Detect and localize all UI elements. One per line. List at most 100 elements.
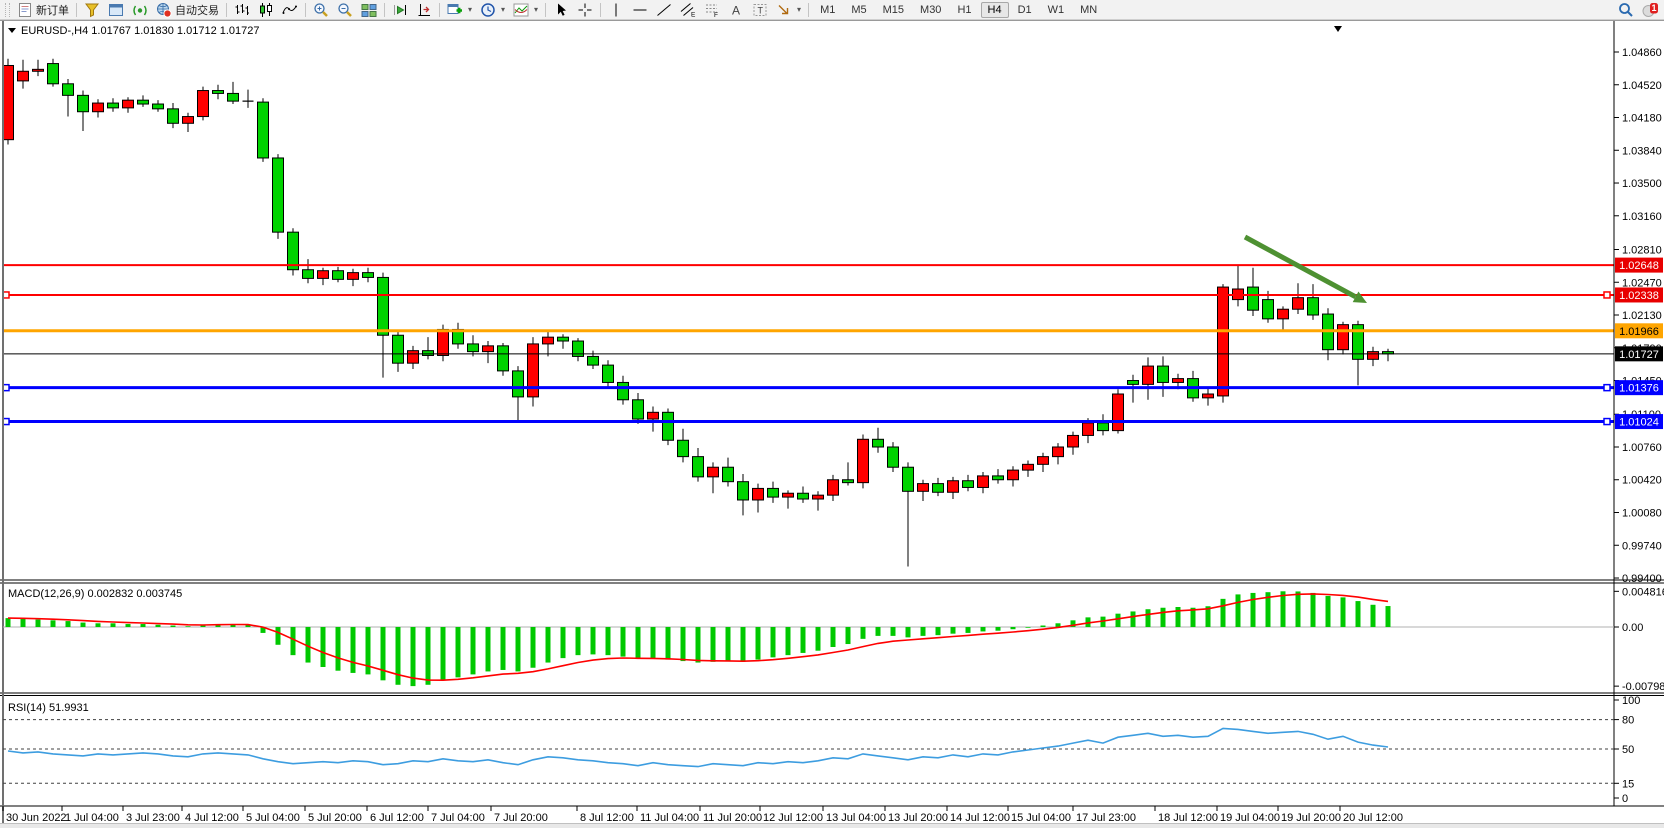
svg-text:1.03840: 1.03840 [1622, 145, 1662, 157]
svg-text:3 Jul 23:00: 3 Jul 23:00 [126, 812, 180, 824]
new-chart-button[interactable]: ▾ [443, 1, 476, 19]
chart-shift-button[interactable] [412, 1, 436, 19]
svg-text:30 Jun 2022: 30 Jun 2022 [6, 812, 67, 824]
window-collapse-icon[interactable] [1334, 26, 1342, 32]
svg-text:1.03160: 1.03160 [1622, 211, 1662, 223]
new-order-button[interactable]: 新订单 [13, 1, 73, 19]
chevron-down-icon: ▾ [534, 5, 539, 14]
svg-text:0.00: 0.00 [1622, 622, 1643, 634]
text-button[interactable]: A [724, 1, 748, 19]
timeframe-button-m5[interactable]: M5 [844, 2, 873, 18]
svg-text:19 Jul 20:00: 19 Jul 20:00 [1281, 812, 1341, 824]
autotrading-button[interactable]: 自动交易 [152, 1, 223, 19]
chevron-down-icon: ▾ [797, 5, 802, 14]
svg-text:0.99740: 0.99740 [1622, 540, 1662, 552]
text-label-button[interactable]: T [748, 1, 772, 19]
svg-text:12 Jul 12:00: 12 Jul 12:00 [763, 812, 823, 824]
timeframe-button-h4[interactable]: H4 [980, 1, 1009, 18]
svg-text:1.01966: 1.01966 [1619, 326, 1659, 338]
svg-text:1.01376: 1.01376 [1619, 383, 1659, 395]
tile-windows-button[interactable] [357, 1, 381, 19]
autoscroll-icon [392, 2, 408, 18]
timeframe-button-h1[interactable]: H1 [950, 2, 978, 18]
signals-button[interactable] [128, 1, 152, 19]
search-icon [1618, 2, 1634, 18]
fibo-icon: F [704, 2, 720, 18]
horizontal-line-button[interactable] [628, 1, 652, 19]
linechart-icon [282, 2, 298, 18]
arrows-button[interactable]: ▾ [772, 1, 805, 19]
svg-text:A: A [732, 3, 740, 17]
window-icon [108, 2, 124, 18]
timeframe-button-m30[interactable]: M30 [913, 2, 948, 18]
vline-icon [608, 2, 624, 18]
svg-text:-0.007984: -0.007984 [1622, 681, 1664, 693]
svg-text:T: T [758, 5, 764, 15]
trendline-button[interactable] [652, 1, 676, 19]
zoomin-icon [313, 2, 329, 18]
macd-signal-line [7, 593, 1389, 682]
toolbar-separator [545, 2, 547, 17]
svg-text:1.04180: 1.04180 [1622, 113, 1662, 125]
svg-text:1.02130: 1.02130 [1622, 310, 1662, 322]
new-order-button-label: 新订单 [36, 4, 69, 17]
svg-text:1.02648: 1.02648 [1619, 260, 1659, 272]
svg-text:4 Jul 12:00: 4 Jul 12:00 [185, 812, 239, 824]
crosshair-icon [577, 2, 593, 18]
svg-text:1.02470: 1.02470 [1622, 277, 1662, 289]
zoom-in-button[interactable] [309, 1, 333, 19]
auto-scroll-button[interactable] [388, 1, 412, 19]
clock-icon [480, 2, 496, 18]
timeframe-button-mn[interactable]: MN [1073, 2, 1104, 18]
market-watch-button[interactable] [104, 1, 128, 19]
filter-button[interactable] [80, 1, 104, 19]
textA-icon: A [728, 2, 744, 18]
shift-icon [416, 2, 432, 18]
rsi-line [7, 727, 1389, 768]
toolbar-separator [808, 2, 810, 17]
fibonacci-button[interactable]: F [700, 1, 724, 19]
svg-text:50: 50 [1622, 744, 1634, 756]
bar-chart-button[interactable] [230, 1, 254, 19]
svg-text:19 Jul 04:00: 19 Jul 04:00 [1220, 812, 1280, 824]
toolbar-separator [439, 2, 440, 17]
toolbar-grip[interactable] [5, 2, 10, 17]
chart-title: EURUSD-,H4 1.01767 1.01830 1.01712 1.017… [21, 25, 260, 37]
equidistant-channel-button[interactable]: E [676, 1, 700, 19]
zoom-out-button[interactable] [333, 1, 357, 19]
crosshair-button[interactable] [573, 1, 597, 19]
cursor-button[interactable] [549, 1, 573, 19]
chevron-down-icon: ▾ [501, 5, 506, 14]
timeframe-button-m1[interactable]: M1 [813, 2, 842, 18]
toolbar-buttons: 新订单 自动交易 ▾ ▾ ▾ E F A T ▾ [13, 1, 812, 19]
svg-text:13 Jul 20:00: 13 Jul 20:00 [888, 812, 948, 824]
zoomout-icon [337, 2, 353, 18]
svg-text:20 Jul 12:00: 20 Jul 12:00 [1343, 812, 1403, 824]
hline-1.01024[interactable] [2, 417, 1614, 426]
svg-text:18 Jul 12:00: 18 Jul 12:00 [1158, 812, 1218, 824]
svg-text:1.02810: 1.02810 [1622, 244, 1662, 256]
svg-text:5 Jul 04:00: 5 Jul 04:00 [246, 812, 300, 824]
indicators-button[interactable]: ▾ [509, 1, 542, 19]
trend-arrow[interactable] [1243, 234, 1367, 303]
chart-canvas[interactable]: 1.04860 1.04520 1.04180 1.03840 1.03500 1.031… [0, 20, 1664, 828]
svg-text:8 Jul 12:00: 8 Jul 12:00 [580, 812, 634, 824]
channel-icon: E [680, 2, 696, 18]
svg-text:1.04860: 1.04860 [1622, 47, 1662, 59]
timeframe-button-w1[interactable]: W1 [1041, 2, 1072, 18]
line-chart-button[interactable] [278, 1, 302, 19]
timeframe-button-d1[interactable]: D1 [1011, 2, 1039, 18]
svg-text:1.00760: 1.00760 [1622, 442, 1662, 454]
main-toolbar: 新订单 自动交易 ▾ ▾ ▾ E F A T ▾ M1 M5 M15 M30 H1 H4 D1 W1 MN 1 [0, 0, 1664, 20]
svg-text:1 Jul 04:00: 1 Jul 04:00 [65, 812, 119, 824]
timeframe-toolbar: M1 M5 M15 M30 H1 H4 D1 W1 MN [812, 1, 1105, 18]
chart-menu-icon[interactable] [8, 28, 16, 33]
period-button[interactable]: ▾ [476, 1, 509, 19]
vertical-line-button[interactable] [604, 1, 628, 19]
notifications-button[interactable]: 1 [1638, 1, 1662, 19]
search-button[interactable] [1614, 1, 1638, 19]
svg-text:15: 15 [1622, 778, 1634, 790]
candlestick-chart-button[interactable] [254, 1, 278, 19]
timeframe-button-m15[interactable]: M15 [876, 2, 911, 18]
